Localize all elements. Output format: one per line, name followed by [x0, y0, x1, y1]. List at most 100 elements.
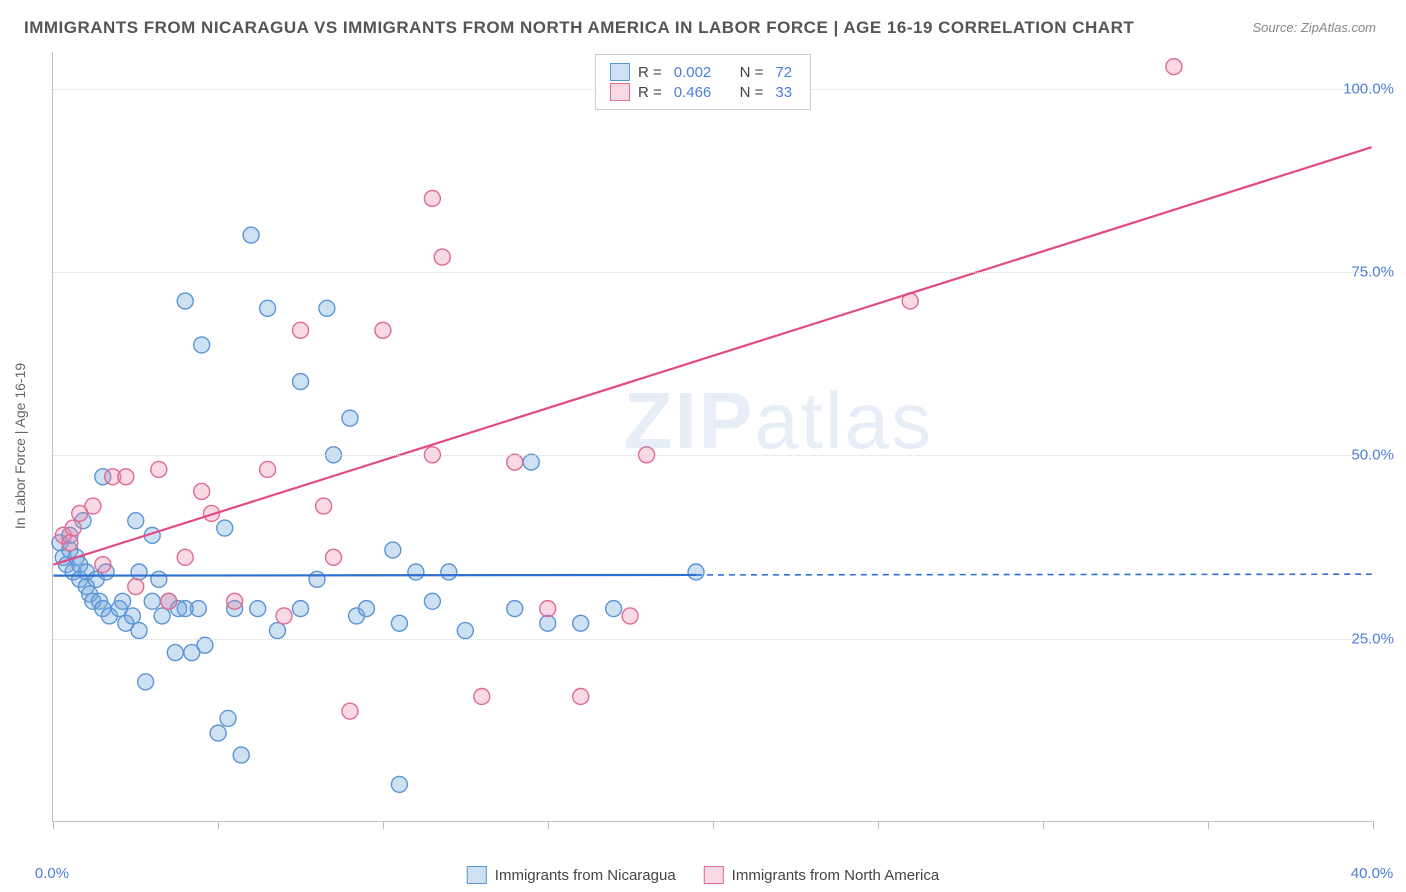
y-axis-label: In Labor Force | Age 16-19: [12, 363, 28, 529]
data-point: [507, 601, 523, 617]
data-point: [243, 227, 259, 243]
xtick-mark: [1208, 821, 1209, 829]
data-point: [131, 623, 147, 639]
xtick-mark: [383, 821, 384, 829]
data-point: [606, 601, 622, 617]
trendline-solid: [53, 575, 696, 576]
data-point: [161, 593, 177, 609]
r-value-0: 0.002: [674, 64, 712, 81]
data-point: [573, 689, 589, 705]
data-point: [540, 601, 556, 617]
data-point: [391, 615, 407, 631]
data-point: [540, 615, 556, 631]
data-point: [260, 461, 276, 477]
data-point: [194, 337, 210, 353]
data-point: [434, 249, 450, 265]
trendline: [53, 147, 1371, 564]
data-point: [375, 322, 391, 338]
legend-swatch-0: [467, 866, 487, 884]
legend-label-1: Immigrants from North America: [732, 867, 940, 884]
data-point: [293, 374, 309, 390]
source-attribution: Source: ZipAtlas.com: [1252, 20, 1376, 35]
data-point: [269, 623, 285, 639]
data-point: [131, 564, 147, 580]
r-value-1: 0.466: [674, 84, 712, 101]
data-point: [293, 601, 309, 617]
chart-svg: [53, 52, 1372, 821]
data-point: [65, 520, 81, 536]
r-label-0: R =: [638, 64, 662, 81]
gridline-y: [53, 639, 1372, 640]
data-point: [190, 601, 206, 617]
data-point: [220, 710, 236, 726]
data-point: [507, 454, 523, 470]
data-point: [167, 645, 183, 661]
data-point: [144, 593, 160, 609]
legend-row-0: R = 0.002 N = 72: [610, 63, 796, 81]
data-point: [260, 300, 276, 316]
data-point: [319, 300, 335, 316]
legend-item-1: Immigrants from North America: [704, 866, 940, 884]
xtick-mark: [1043, 821, 1044, 829]
legend-swatch-1: [704, 866, 724, 884]
data-point: [227, 593, 243, 609]
data-point: [62, 535, 78, 551]
data-point: [342, 410, 358, 426]
data-point: [326, 549, 342, 565]
ytick-label: 75.0%: [1351, 264, 1394, 281]
n-label-0: N =: [740, 64, 764, 81]
data-point: [424, 190, 440, 206]
legend-item-0: Immigrants from Nicaragua: [467, 866, 676, 884]
data-point: [474, 689, 490, 705]
trendline-dashed: [696, 574, 1372, 575]
data-point: [457, 623, 473, 639]
data-point: [342, 703, 358, 719]
swatch-0: [610, 63, 630, 81]
legend-row-1: R = 0.466 N = 33: [610, 83, 796, 101]
data-point: [95, 557, 111, 573]
ytick-label: 25.0%: [1351, 630, 1394, 647]
correlation-legend: R = 0.002 N = 72 R = 0.466 N = 33: [595, 54, 811, 110]
data-point: [151, 571, 167, 587]
data-point: [177, 293, 193, 309]
ytick-label: 50.0%: [1351, 447, 1394, 464]
data-point: [391, 776, 407, 792]
xtick-mark: [218, 821, 219, 829]
data-point: [217, 520, 233, 536]
xtick-mark: [53, 821, 54, 829]
xtick-mark: [713, 821, 714, 829]
data-point: [177, 549, 193, 565]
gridline-y: [53, 272, 1372, 273]
data-point: [523, 454, 539, 470]
xtick-mark: [878, 821, 879, 829]
data-point: [154, 608, 170, 624]
data-point: [316, 498, 332, 514]
ytick-label: 100.0%: [1343, 80, 1394, 97]
data-point: [118, 469, 134, 485]
swatch-1: [610, 83, 630, 101]
data-point: [128, 513, 144, 529]
data-point: [358, 601, 374, 617]
series-legend: Immigrants from Nicaragua Immigrants fro…: [467, 866, 939, 884]
data-point: [115, 593, 131, 609]
data-point: [250, 601, 266, 617]
data-point: [441, 564, 457, 580]
data-point: [276, 608, 292, 624]
data-point: [622, 608, 638, 624]
xtick-mark: [1373, 821, 1374, 829]
n-label-1: N =: [740, 84, 764, 101]
legend-label-0: Immigrants from Nicaragua: [495, 867, 676, 884]
data-point: [138, 674, 154, 690]
xtick-label: 0.0%: [35, 865, 69, 882]
data-point: [85, 498, 101, 514]
data-point: [309, 571, 325, 587]
xtick-mark: [548, 821, 549, 829]
chart-title: IMMIGRANTS FROM NICARAGUA VS IMMIGRANTS …: [24, 18, 1134, 38]
data-point: [688, 564, 704, 580]
data-point: [424, 593, 440, 609]
data-point: [408, 564, 424, 580]
data-point: [128, 579, 144, 595]
data-point: [124, 608, 140, 624]
data-point: [385, 542, 401, 558]
n-value-0: 72: [775, 64, 792, 81]
